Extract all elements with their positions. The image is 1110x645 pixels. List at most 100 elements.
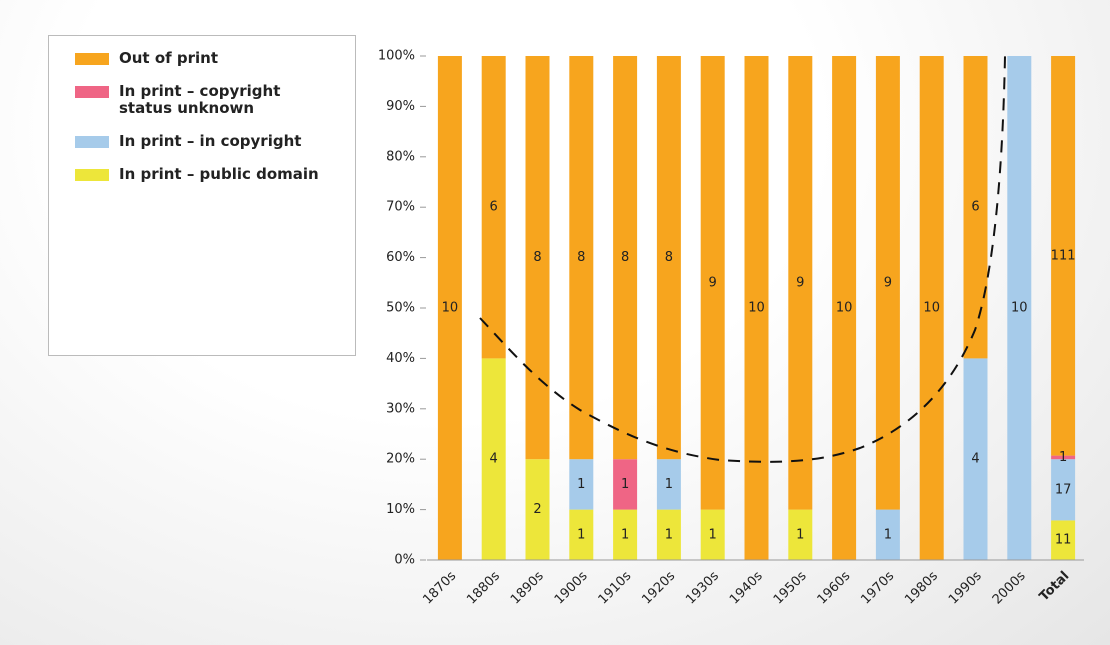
y-tick-label: 0% <box>394 553 415 568</box>
bar-segment <box>963 56 988 359</box>
bar-segment <box>569 509 594 560</box>
data-label: 10 <box>442 301 459 316</box>
bar-segment <box>613 459 638 510</box>
data-label: 1 <box>665 477 673 492</box>
bar-segment <box>875 509 900 560</box>
data-label: 8 <box>533 250 541 265</box>
data-label: 1 <box>577 477 585 492</box>
x-tick-label: 1890s <box>508 569 547 608</box>
bar-segment <box>1051 455 1076 460</box>
bar-segment <box>656 459 681 510</box>
bar-segment <box>656 509 681 560</box>
data-label: 6 <box>971 200 979 215</box>
data-label: 1 <box>621 477 629 492</box>
data-label: 1 <box>796 527 804 542</box>
bar-segment <box>744 56 769 560</box>
bar-segment <box>963 358 988 560</box>
bar-segment <box>656 56 681 460</box>
data-label: 4 <box>971 452 979 467</box>
legend-swatch <box>75 136 109 148</box>
data-label: 2 <box>533 502 541 517</box>
data-label: 17 <box>1055 482 1072 497</box>
data-label: 8 <box>665 250 673 265</box>
x-tick-label: 1870s <box>420 569 459 608</box>
legend-swatch <box>75 53 109 65</box>
trend-curve <box>479 55 1006 463</box>
legend-label: Out of print <box>119 49 219 67</box>
x-tick-label: 1880s <box>464 569 503 608</box>
data-label: 9 <box>709 275 717 290</box>
bar-segment <box>569 459 594 510</box>
bar-segment <box>1051 459 1076 521</box>
x-tick-label: 1920s <box>639 569 678 608</box>
x-tick-label: 1910s <box>596 569 635 608</box>
data-label: 1 <box>665 527 673 542</box>
y-tick-label: 90% <box>386 99 415 114</box>
bar-segment <box>481 56 506 359</box>
x-tick-label: 1930s <box>683 569 722 608</box>
data-label: 8 <box>621 250 629 265</box>
data-label: 10 <box>748 301 765 316</box>
y-tick-label: 100% <box>378 49 415 64</box>
x-tick-label: 1950s <box>771 569 810 608</box>
legend-swatch <box>75 86 109 98</box>
bar-segment <box>700 56 725 510</box>
legend-item: In print – in copyright <box>75 133 355 150</box>
x-tick-label: 1940s <box>727 569 766 608</box>
bar-segment <box>613 509 638 560</box>
bar-segment <box>525 459 550 560</box>
y-tick-label: 80% <box>386 149 415 164</box>
y-tick-label: 40% <box>386 351 415 366</box>
legend: Out of print In print – copyright status … <box>48 35 356 356</box>
data-label: 8 <box>577 250 585 265</box>
bar-segment <box>613 56 638 460</box>
legend-label: In print – copyright status unknown <box>119 82 281 117</box>
legend-swatch <box>75 169 109 181</box>
y-tick-label: 30% <box>386 401 415 416</box>
bar-segment <box>437 56 462 560</box>
data-label: 9 <box>796 275 804 290</box>
data-label: 1 <box>577 527 585 542</box>
data-label: 111 <box>1051 248 1076 263</box>
x-tick-label: 2000s <box>990 569 1029 608</box>
y-tick-label: 50% <box>386 301 415 316</box>
data-label: 10 <box>1011 301 1028 316</box>
x-tick-label: 1970s <box>858 569 897 608</box>
bar-segment <box>700 509 725 560</box>
x-tick-label: 1900s <box>552 569 591 608</box>
bar-segment <box>569 56 594 460</box>
legend-label: In print – public domain <box>119 165 319 183</box>
y-tick-label: 60% <box>386 250 415 265</box>
y-tick-label: 20% <box>386 452 415 467</box>
data-label: 4 <box>490 452 498 467</box>
data-label: 11 <box>1055 533 1072 548</box>
data-label: 1 <box>1059 450 1067 465</box>
x-tick-label: 1960s <box>815 569 854 608</box>
legend-item: In print – public domain <box>75 166 355 183</box>
data-label: 10 <box>923 301 940 316</box>
data-label: 1 <box>621 527 629 542</box>
bar-segment <box>1051 56 1076 456</box>
y-tick-label: 70% <box>386 200 415 215</box>
bar-segment <box>919 56 944 560</box>
x-tick-label: 1980s <box>902 569 941 608</box>
x-tick-label: 1990s <box>946 569 985 608</box>
data-label: 1 <box>884 527 892 542</box>
legend-item: In print – copyright status unknown <box>75 83 355 117</box>
bar-segment <box>1007 56 1032 560</box>
y-tick-label: 10% <box>386 502 415 517</box>
data-label: 10 <box>836 301 853 316</box>
bar-segment <box>481 358 506 560</box>
bar-segment <box>875 56 900 510</box>
x-tick-label: Total <box>1037 569 1073 605</box>
data-label: 9 <box>884 275 892 290</box>
legend-item: Out of print <box>75 50 355 67</box>
bar-segment <box>788 56 813 510</box>
bar-segment <box>788 509 813 560</box>
bar-segment <box>1051 520 1076 560</box>
data-label: 1 <box>709 527 717 542</box>
bar-segment <box>525 56 550 460</box>
data-label: 6 <box>490 200 498 215</box>
